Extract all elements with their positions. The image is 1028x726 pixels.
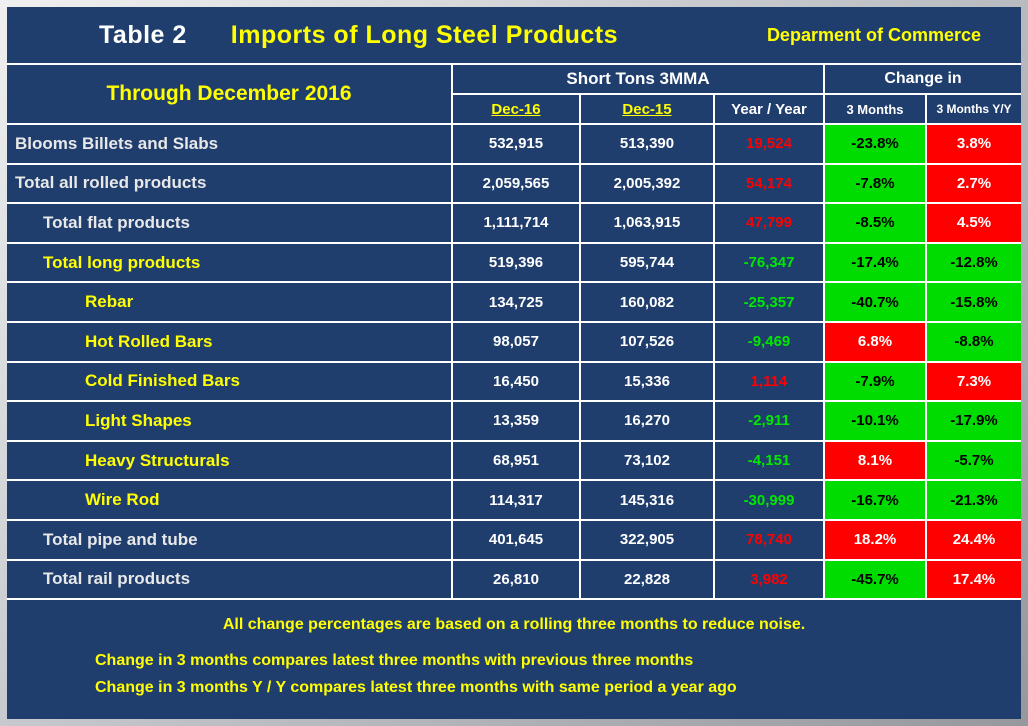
dec-16-value: 16,450 xyxy=(453,362,579,401)
year-year-value: 19,524 xyxy=(715,125,823,163)
row-label: Total long products xyxy=(7,243,451,282)
change-3-months-value: 8.1% xyxy=(825,441,925,480)
change-3-months-yy-value: 17.4% xyxy=(927,560,1021,599)
change-3-months-yy-value: -15.8% xyxy=(927,283,1021,321)
page-title: Imports of Long Steel Products xyxy=(230,20,619,49)
change-3-months-value: -7.8% xyxy=(825,164,925,203)
row-label: Heavy Structurals xyxy=(7,441,451,480)
dec-15-value: 15,336 xyxy=(581,362,713,401)
title-bar: Table 2 Imports of Long Steel Products D… xyxy=(7,7,1021,63)
change-3-months-yy-value: 2.7% xyxy=(927,164,1021,203)
column-group-short-tons-3mma: Short Tons 3MMA xyxy=(453,65,823,93)
dec-15-value: 16,270 xyxy=(581,402,713,440)
change-3-months-yy-value: 3.8% xyxy=(927,125,1021,163)
change-3-months-value: -40.7% xyxy=(825,283,925,321)
year-year-value: 1,114 xyxy=(715,362,823,401)
column-header-3-months: 3 Months xyxy=(825,95,925,123)
year-year-value: 47,799 xyxy=(715,204,823,242)
footnote-rolling-note: All change percentages are based on a ro… xyxy=(222,616,806,634)
row-label: Light Shapes xyxy=(7,402,451,440)
column-header-dec-16: Dec-16 xyxy=(453,95,579,123)
dec-16-value: 134,725 xyxy=(453,283,579,321)
change-3-months-yy-value: -12.8% xyxy=(927,243,1021,282)
row-label: Blooms Billets and Slabs xyxy=(7,125,451,163)
dec-16-value: 401,645 xyxy=(453,520,579,559)
dec-16-value: 26,810 xyxy=(453,560,579,599)
dec-15-value: 595,744 xyxy=(581,243,713,282)
year-year-value: -76,347 xyxy=(715,243,823,282)
year-year-value: -30,999 xyxy=(715,481,823,519)
imports-table: Through December 2016 Short Tons 3MMA Ch… xyxy=(7,63,1021,601)
dec-16-value: 1,111,714 xyxy=(453,204,579,242)
table-number-label: Table 2 xyxy=(99,20,187,49)
year-year-value: -25,357 xyxy=(715,283,823,321)
row-label: Cold Finished Bars xyxy=(7,362,451,401)
row-label: Total pipe and tube xyxy=(7,520,451,559)
dec-16-value: 532,915 xyxy=(453,125,579,163)
change-3-months-yy-value: -21.3% xyxy=(927,481,1021,519)
dec-15-value: 73,102 xyxy=(581,441,713,480)
change-3-months-value: -17.4% xyxy=(825,243,925,282)
year-year-value: 3,982 xyxy=(715,560,823,599)
source-label: Deparment of Commerce xyxy=(766,24,981,45)
row-label: Total rail products xyxy=(7,560,451,599)
dec-15-value: 322,905 xyxy=(581,520,713,559)
column-group-change-in: Change in xyxy=(825,65,1021,93)
dec-16-value: 2,059,565 xyxy=(453,164,579,203)
row-label: Total all rolled products xyxy=(7,164,451,203)
dec-15-value: 513,390 xyxy=(581,125,713,163)
change-3-months-value: 18.2% xyxy=(825,520,925,559)
change-3-months-value: -10.1% xyxy=(825,402,925,440)
column-header-period: Through December 2016 xyxy=(7,65,451,123)
change-3-months-value: -16.7% xyxy=(825,481,925,519)
footnote-block: Change in 3 months compares latest three… xyxy=(95,647,1021,701)
column-header-3-months-yy: 3 Months Y/Y xyxy=(927,95,1021,123)
column-header-dec-15: Dec-15 xyxy=(581,95,713,123)
change-3-months-yy-value: -5.7% xyxy=(927,441,1021,480)
row-label: Rebar xyxy=(7,283,451,321)
dec-16-value: 13,359 xyxy=(453,402,579,440)
change-3-months-yy-value: 4.5% xyxy=(927,204,1021,242)
year-year-value: -4,151 xyxy=(715,441,823,480)
change-3-months-yy-value: -17.9% xyxy=(927,402,1021,440)
footnote-3-months-yy-definition: Change in 3 months Y / Y compares latest… xyxy=(95,679,737,697)
dec-15-value: 1,063,915 xyxy=(581,204,713,242)
dec-16-value: 519,396 xyxy=(453,243,579,282)
row-label: Wire Rod xyxy=(7,481,451,519)
dec-16-value: 98,057 xyxy=(453,322,579,361)
slide-background: Table 2 Imports of Long Steel Products D… xyxy=(7,7,1021,719)
footnote-3-months-definition: Change in 3 months compares latest three… xyxy=(95,652,694,670)
column-header-year-year: Year / Year xyxy=(715,95,823,123)
dec-16-value: 68,951 xyxy=(453,441,579,480)
change-3-months-value: -7.9% xyxy=(825,362,925,401)
change-3-months-value: -45.7% xyxy=(825,560,925,599)
change-3-months-value: -23.8% xyxy=(825,125,925,163)
change-3-months-yy-value: 24.4% xyxy=(927,520,1021,559)
year-year-value: -9,469 xyxy=(715,322,823,361)
change-3-months-yy-value: -8.8% xyxy=(927,322,1021,361)
dec-16-value: 114,317 xyxy=(453,481,579,519)
change-3-months-value: 6.8% xyxy=(825,322,925,361)
year-year-value: -2,911 xyxy=(715,402,823,440)
dec-15-value: 22,828 xyxy=(581,560,713,599)
row-label: Hot Rolled Bars xyxy=(7,322,451,361)
year-year-value: 54,174 xyxy=(715,164,823,203)
dec-15-value: 160,082 xyxy=(581,283,713,321)
change-3-months-value: -8.5% xyxy=(825,204,925,242)
dec-15-value: 107,526 xyxy=(581,322,713,361)
change-3-months-yy-value: 7.3% xyxy=(927,362,1021,401)
dec-15-value: 2,005,392 xyxy=(581,164,713,203)
row-label: Total flat products xyxy=(7,204,451,242)
year-year-value: 78,740 xyxy=(715,520,823,559)
dec-15-value: 145,316 xyxy=(581,481,713,519)
